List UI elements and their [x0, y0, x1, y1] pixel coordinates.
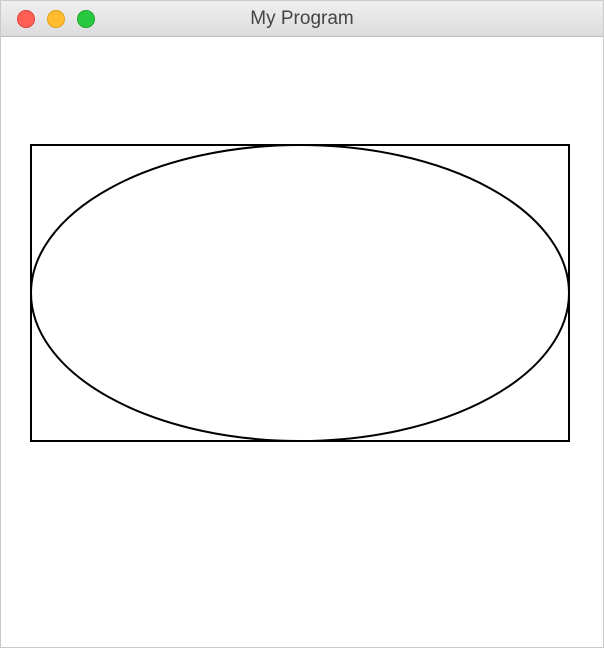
canvas-rect [31, 145, 569, 441]
minimize-icon[interactable] [47, 10, 65, 28]
close-icon[interactable] [17, 10, 35, 28]
traffic-lights [1, 10, 95, 28]
canvas-ellipse [31, 145, 569, 441]
canvas-area [1, 37, 603, 647]
titlebar[interactable]: My Program [1, 1, 603, 37]
app-window: My Program [0, 0, 604, 648]
canvas-svg [1, 37, 603, 647]
maximize-icon[interactable] [77, 10, 95, 28]
